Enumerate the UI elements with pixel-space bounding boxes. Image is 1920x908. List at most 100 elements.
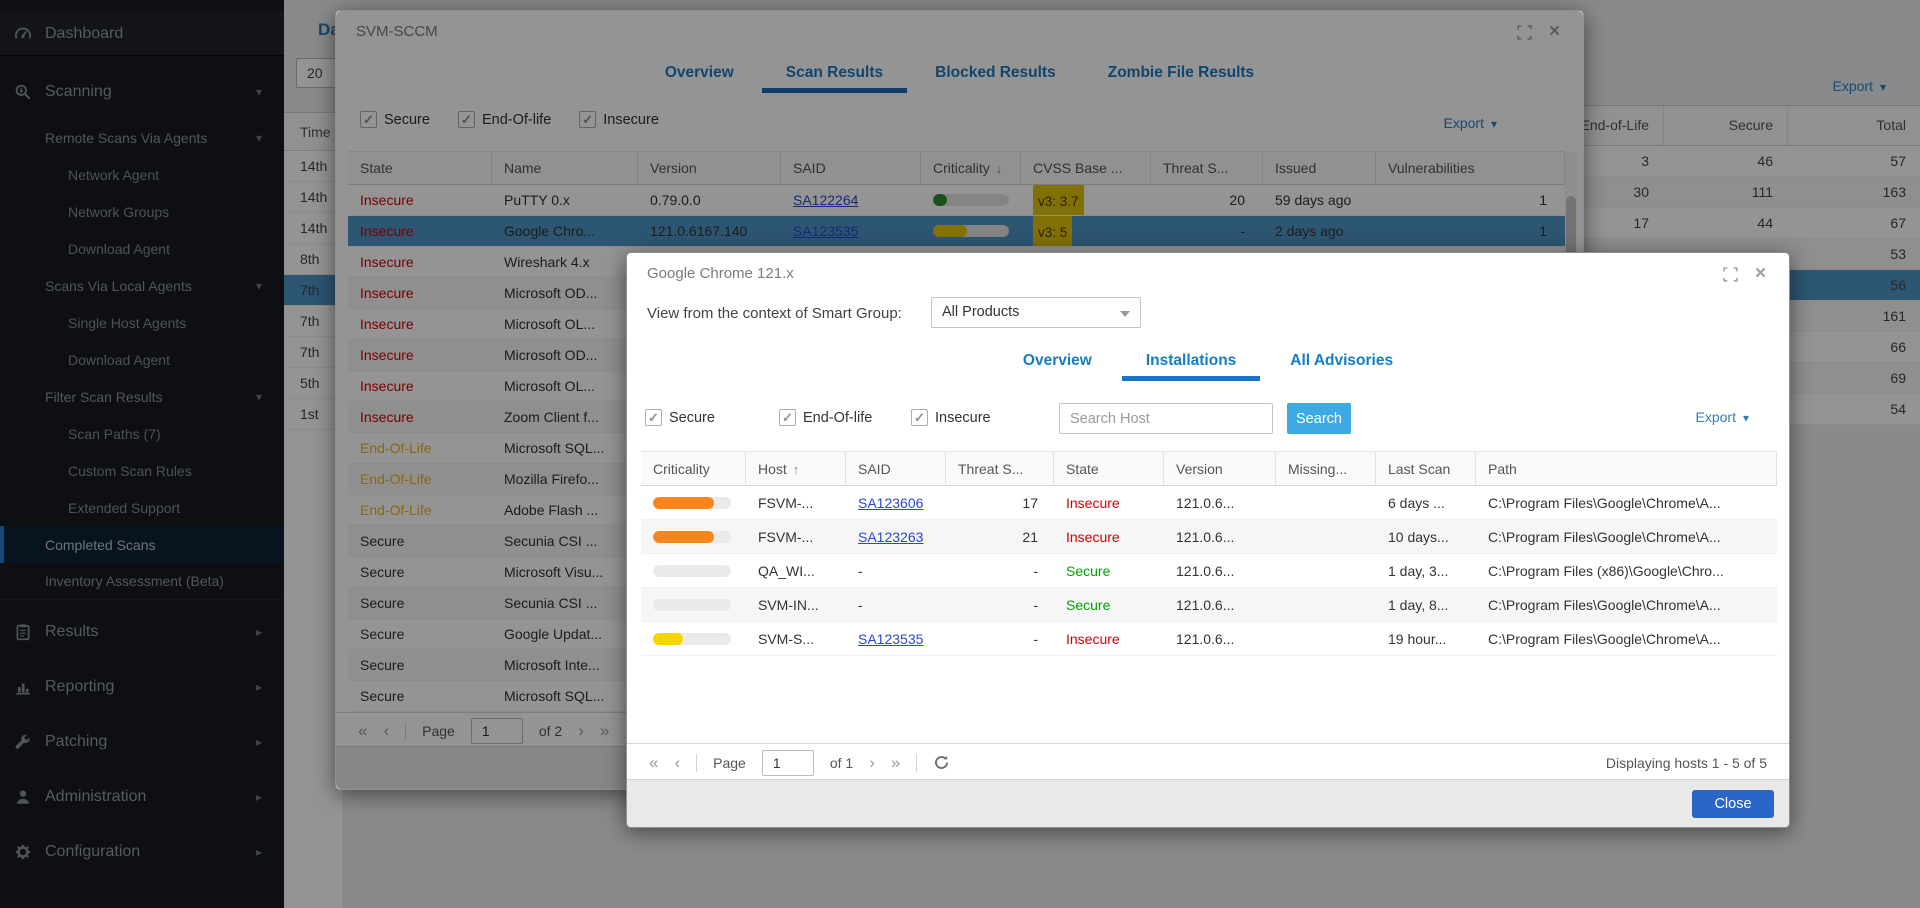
- time-row[interactable]: 5th: [284, 368, 342, 399]
- close-icon[interactable]: ×: [1754, 263, 1767, 284]
- filter-checkbox-group[interactable]: Secure: [360, 111, 430, 128]
- page-number-input[interactable]: [470, 717, 523, 744]
- column-header-total[interactable]: Total: [1787, 106, 1920, 145]
- previous-page-icon[interactable]: ‹: [674, 752, 681, 772]
- checkbox-checked-icon[interactable]: [457, 111, 475, 128]
- filter-checkbox-group[interactable]: End-Of-life: [779, 409, 872, 426]
- tab[interactable]: Overview: [1022, 352, 1092, 369]
- checkbox-checked-icon[interactable]: [779, 409, 796, 426]
- scan-result-row[interactable]: Insecure Google Chro... 121.0.6167.140 S…: [348, 216, 1565, 247]
- previous-page-icon[interactable]: ‹: [383, 720, 390, 740]
- time-row[interactable]: 8th: [284, 244, 342, 275]
- refresh-icon[interactable]: [933, 754, 950, 771]
- column-header[interactable]: Host: [746, 452, 846, 485]
- said-link[interactable]: SA123535: [858, 631, 924, 647]
- maximize-icon[interactable]: [1516, 24, 1533, 41]
- sidebar-item[interactable]: Extended Support: [0, 489, 284, 526]
- time-row[interactable]: 1st: [284, 399, 342, 430]
- filter-checkbox-group[interactable]: End-Of-life: [457, 111, 551, 128]
- sidebar-item[interactable]: Custom Scan Rules: [0, 452, 284, 489]
- tab[interactable]: Installations: [1121, 341, 1261, 381]
- tab[interactable]: Zombie File Results: [1107, 64, 1255, 81]
- checkbox-checked-icon[interactable]: [911, 409, 928, 426]
- sidebar-item[interactable]: Single Host Agents: [0, 304, 284, 341]
- sidebar-item[interactable]: Completed Scans: [0, 526, 284, 563]
- sidebar-item[interactable]: Remote Scans Via Agents: [0, 119, 284, 156]
- column-header[interactable]: Name: [492, 152, 638, 184]
- column-header[interactable]: Version: [1164, 452, 1276, 485]
- tab[interactable]: All Advisories: [1290, 352, 1394, 369]
- column-header[interactable]: Path: [1476, 452, 1777, 485]
- sidebar-item[interactable]: Network Agent: [0, 156, 284, 193]
- time-row[interactable]: 14th: [284, 182, 342, 213]
- sidebar-item[interactable]: Download Agent: [0, 341, 284, 378]
- first-page-icon[interactable]: «: [649, 752, 659, 772]
- filter-checkbox-group[interactable]: Secure: [645, 409, 715, 426]
- column-header[interactable]: Version: [638, 152, 781, 184]
- said-link[interactable]: SA123535: [793, 223, 859, 239]
- time-row[interactable]: 7th: [284, 306, 342, 337]
- scan-export-button[interactable]: Export: [1444, 115, 1498, 131]
- column-header[interactable]: CVSS Base ...: [1021, 152, 1151, 184]
- last-page-icon[interactable]: »: [599, 720, 610, 740]
- sidebar-item[interactable]: Network Groups: [0, 193, 284, 230]
- sidebar-item[interactable]: Scans Via Local Agents: [0, 267, 284, 304]
- time-row[interactable]: 7th: [284, 337, 342, 368]
- filter-checkbox-group[interactable]: Insecure: [579, 111, 659, 128]
- column-header[interactable]: State: [1054, 452, 1164, 485]
- sidebar-item[interactable]: Dashboard: [0, 12, 284, 56]
- search-input[interactable]: [1059, 403, 1273, 434]
- column-header[interactable]: Vulnerabilities: [1376, 152, 1565, 184]
- tab[interactable]: Blocked Results: [935, 64, 1056, 81]
- sidebar-item[interactable]: Results: [0, 604, 284, 659]
- said-link[interactable]: SA122264: [793, 192, 859, 208]
- column-header-secure[interactable]: Secure: [1663, 106, 1787, 145]
- checkbox-checked-icon[interactable]: [360, 111, 377, 128]
- column-header[interactable]: Threat S...: [1151, 152, 1263, 184]
- sidebar-item[interactable]: Reporting: [0, 659, 284, 714]
- column-header[interactable]: Last Scan: [1376, 452, 1476, 485]
- column-header[interactable]: Criticality: [921, 152, 1021, 184]
- close-icon[interactable]: ×: [1548, 21, 1561, 42]
- search-button[interactable]: Search: [1287, 403, 1351, 434]
- maximize-icon[interactable]: [1722, 266, 1739, 283]
- column-header[interactable]: SAID: [781, 152, 921, 184]
- filter-checkbox-group[interactable]: Insecure: [911, 409, 991, 426]
- sidebar-item[interactable]: Patching: [0, 714, 284, 769]
- installation-row[interactable]: QA_WI... - - Secure 121.0.6... 1 day, 3.…: [641, 554, 1777, 588]
- scrollbar-thumb[interactable]: [1566, 196, 1576, 266]
- column-header[interactable]: Criticality: [641, 452, 746, 485]
- sidebar-item[interactable]: Scanning: [0, 64, 284, 119]
- column-header[interactable]: SAID: [846, 452, 946, 485]
- installation-row[interactable]: SVM-S... SA123535 - Insecure 121.0.6... …: [641, 622, 1777, 656]
- next-page-icon[interactable]: ›: [869, 752, 875, 772]
- time-row[interactable]: 14th: [284, 213, 342, 244]
- said-link[interactable]: -: [858, 597, 863, 613]
- column-header[interactable]: Missing...: [1276, 452, 1376, 485]
- checkbox-checked-icon[interactable]: [645, 409, 662, 426]
- said-link[interactable]: -: [858, 563, 863, 579]
- time-row[interactable]: 7th: [284, 275, 342, 306]
- said-link[interactable]: SA123606: [858, 495, 924, 511]
- said-link[interactable]: SA123263: [858, 529, 924, 545]
- first-page-icon[interactable]: «: [358, 720, 368, 740]
- page-number-input[interactable]: [761, 749, 814, 776]
- installation-row[interactable]: FSVM-... SA123263 21 Insecure 121.0.6...…: [641, 520, 1777, 554]
- sidebar-item[interactable]: Administration: [0, 769, 284, 824]
- sidebar-item[interactable]: Scan Paths (7): [0, 415, 284, 452]
- smart-group-select[interactable]: All Products: [931, 297, 1141, 328]
- tab[interactable]: Scan Results: [761, 53, 908, 93]
- column-header[interactable]: Threat S...: [946, 452, 1054, 485]
- installation-row[interactable]: SVM-IN... - - Secure 121.0.6... 1 day, 8…: [641, 588, 1777, 622]
- column-header[interactable]: Issued: [1263, 152, 1376, 184]
- tab[interactable]: Overview: [664, 64, 734, 81]
- column-header[interactable]: State: [348, 152, 492, 184]
- last-page-icon[interactable]: »: [890, 752, 901, 772]
- time-column-header[interactable]: Time: [284, 113, 342, 151]
- close-button[interactable]: Close: [1692, 790, 1774, 818]
- checkbox-checked-icon[interactable]: [579, 111, 597, 128]
- background-export-button[interactable]: Export: [1833, 78, 1887, 94]
- sidebar-item[interactable]: Download Agent: [0, 230, 284, 267]
- sidebar-item[interactable]: Filter Scan Results: [0, 378, 284, 415]
- installation-row[interactable]: FSVM-... SA123606 17 Insecure 121.0.6...…: [641, 486, 1777, 520]
